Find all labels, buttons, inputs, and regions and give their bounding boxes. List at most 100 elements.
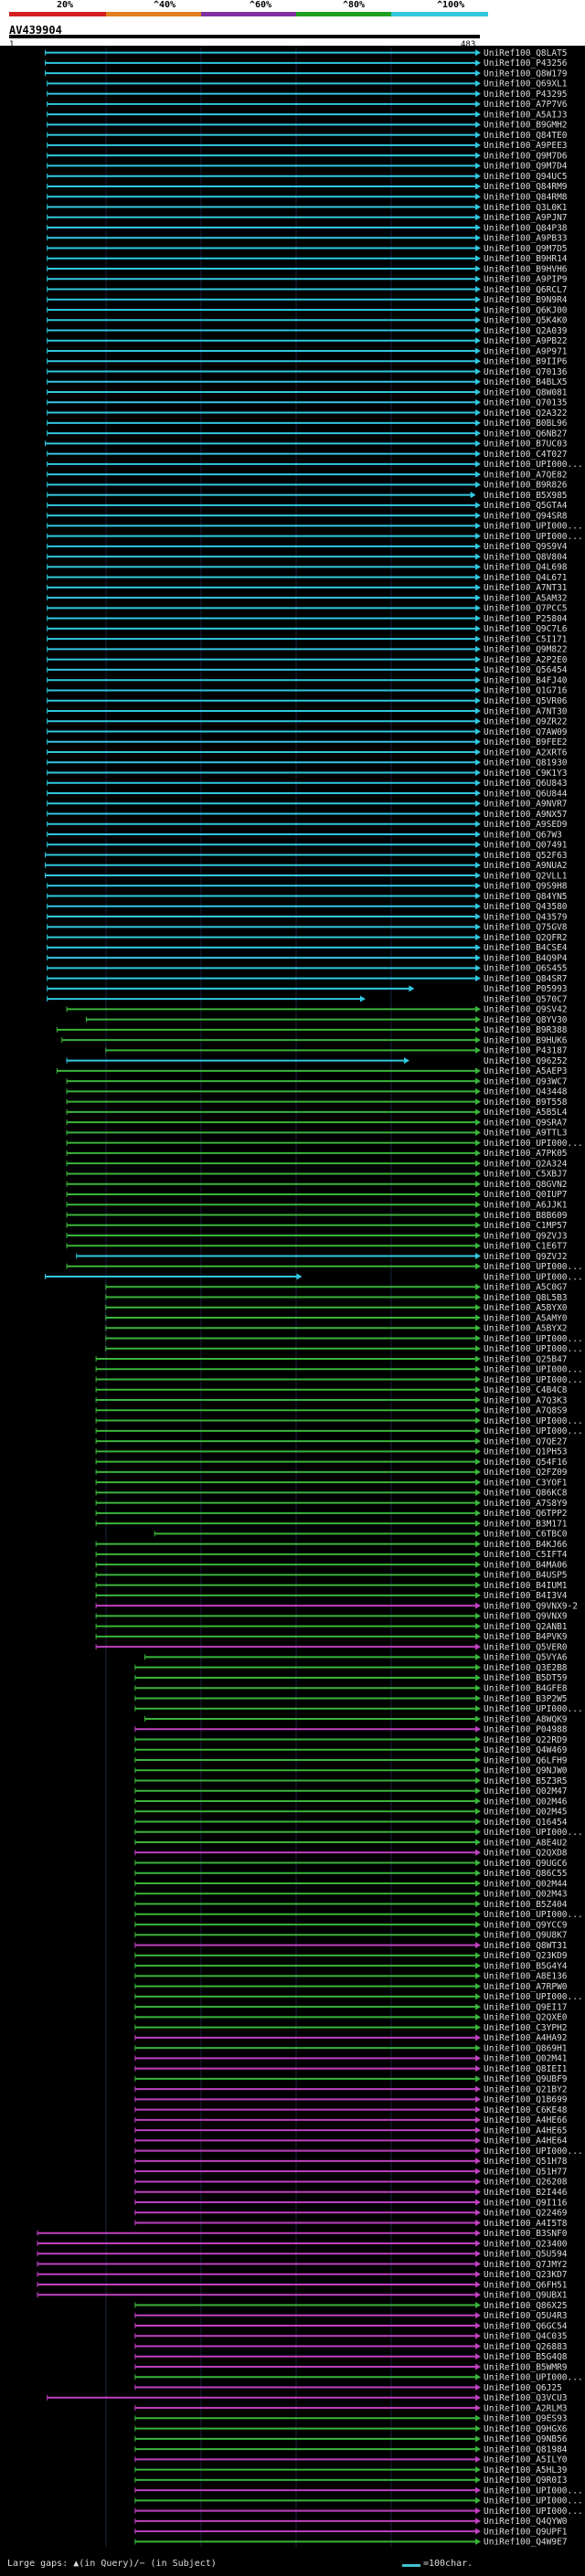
- hit-label[interactable]: UniRef100_UPI000...: [484, 1365, 583, 1375]
- hit-label[interactable]: UniRef100_B5G4Y4: [484, 1961, 568, 1971]
- hit-label[interactable]: UniRef100_Q26208: [484, 2178, 568, 2188]
- hit-label[interactable]: UniRef100_B4FJ40: [484, 675, 568, 685]
- hit-label[interactable]: UniRef100_UPI000...: [484, 2147, 583, 2157]
- hit-label[interactable]: UniRef100_UPI000...: [484, 1334, 583, 1344]
- hit-label[interactable]: UniRef100_Q2ANB1: [484, 1622, 568, 1632]
- hit-label[interactable]: UniRef100_Q8IEI1: [484, 2064, 568, 2074]
- hit-label[interactable]: UniRef100_Q23KD7: [484, 2270, 568, 2280]
- hit-label[interactable]: UniRef100_A8E4U2: [484, 1838, 568, 1848]
- hit-label[interactable]: UniRef100_Q7QE27: [484, 1436, 568, 1447]
- hit-label[interactable]: UniRef100_Q8W179: [484, 69, 568, 79]
- hit-label[interactable]: UniRef100_B4PVK9: [484, 1632, 568, 1642]
- hit-label[interactable]: UniRef100_Q9UGC6: [484, 1859, 568, 1869]
- hit-label[interactable]: UniRef100_Q81930: [484, 758, 568, 769]
- hit-label[interactable]: UniRef100_B4GFE8: [484, 1683, 568, 1693]
- hit-label[interactable]: UniRef100_UPI000...: [484, 1262, 583, 1272]
- hit-label[interactable]: UniRef100_Q6GC54: [484, 2321, 568, 2331]
- hit-label[interactable]: UniRef100_Q94SR8: [484, 511, 568, 521]
- hit-label[interactable]: UniRef100_Q23KD9: [484, 1951, 568, 1961]
- hit-label[interactable]: UniRef100_A7QE82: [484, 470, 568, 480]
- hit-label[interactable]: UniRef100_Q9SV42: [484, 1005, 568, 1015]
- hit-label[interactable]: UniRef100_UPI000...: [484, 1704, 583, 1714]
- hit-label[interactable]: UniRef100_C3YPH2: [484, 2023, 568, 2033]
- hit-label[interactable]: UniRef100_Q9SRA7: [484, 1118, 568, 1128]
- hit-label[interactable]: UniRef100_Q6KJ00: [484, 305, 568, 315]
- hit-label[interactable]: UniRef100_Q8WT31: [484, 1941, 568, 1951]
- hit-label[interactable]: UniRef100_UPI000...: [484, 2486, 583, 2496]
- hit-label[interactable]: UniRef100_Q84TE0: [484, 131, 568, 141]
- hit-label[interactable]: UniRef100_Q9UPF1: [484, 2527, 568, 2537]
- hit-label[interactable]: UniRef100_Q9S9H8: [484, 882, 568, 892]
- hit-label[interactable]: UniRef100_Q6FH51: [484, 2280, 568, 2290]
- hit-label[interactable]: UniRef100_A2XRT6: [484, 747, 568, 758]
- hit-label[interactable]: UniRef100_UPI000...: [484, 532, 583, 542]
- hit-label[interactable]: UniRef100_Q8L5B3: [484, 1293, 568, 1303]
- hit-label[interactable]: UniRef100_Q9M822: [484, 645, 568, 655]
- hit-label[interactable]: UniRef100_Q84RM8: [484, 192, 568, 202]
- hit-label[interactable]: UniRef100_Q9M7D4: [484, 162, 568, 172]
- hit-label[interactable]: UniRef100_A5AM32: [484, 593, 568, 603]
- hit-label[interactable]: UniRef100_A9TTL3: [484, 1129, 568, 1139]
- hit-label[interactable]: UniRef100_B0BL96: [484, 419, 568, 429]
- hit-label[interactable]: UniRef100_Q9YCC9: [484, 1920, 568, 1930]
- hit-label[interactable]: UniRef100_Q02M43: [484, 1890, 568, 1900]
- hit-label[interactable]: UniRef100_B5G4Q8: [484, 2352, 568, 2362]
- hit-label[interactable]: UniRef100_A4HE64: [484, 2136, 568, 2147]
- hit-label[interactable]: UniRef100_Q9VNX9-2: [484, 1601, 578, 1611]
- hit-label[interactable]: UniRef100_A5C0G7: [484, 1283, 568, 1293]
- hit-label[interactable]: UniRef100_UPI000...: [484, 1828, 583, 1838]
- hit-label[interactable]: UniRef100_Q16454: [484, 1818, 568, 1828]
- hit-label[interactable]: UniRef100_Q3VCU3: [484, 2393, 568, 2403]
- hit-label[interactable]: UniRef100_Q9M7D6: [484, 151, 568, 161]
- hit-label[interactable]: UniRef100_Q84P38: [484, 223, 568, 233]
- hit-label[interactable]: UniRef100_Q6S455: [484, 964, 568, 974]
- hit-label[interactable]: UniRef100_B9T558: [484, 1097, 568, 1108]
- hit-label[interactable]: UniRef100_Q93WC7: [484, 1076, 568, 1087]
- hit-label[interactable]: UniRef100_Q5VYA6: [484, 1653, 568, 1663]
- hit-label[interactable]: UniRef100_B9FEE2: [484, 737, 568, 747]
- hit-label[interactable]: UniRef100_Q5K4K0: [484, 316, 568, 326]
- hit-label[interactable]: UniRef100_Q9I116: [484, 2198, 568, 2208]
- hit-label[interactable]: UniRef100_Q51H77: [484, 2167, 568, 2177]
- hit-label[interactable]: UniRef100_Q69XL1: [484, 80, 568, 90]
- hit-label[interactable]: UniRef100_A5BYX0: [484, 1303, 568, 1313]
- hit-label[interactable]: UniRef100_B4Q9P4: [484, 953, 568, 963]
- hit-label[interactable]: UniRef100_Q6TPP2: [484, 1509, 568, 1519]
- hit-label[interactable]: UniRef100_B9N9R4: [484, 295, 568, 305]
- hit-label[interactable]: UniRef100_Q9ZR22: [484, 717, 568, 727]
- hit-label[interactable]: UniRef100_Q4L698: [484, 563, 568, 573]
- hit-label[interactable]: UniRef100_A5BYX2: [484, 1324, 568, 1334]
- hit-label[interactable]: UniRef100_UPI000...: [484, 1910, 583, 1920]
- hit-label[interactable]: UniRef100_B4KJ66: [484, 1540, 568, 1550]
- hit-label[interactable]: UniRef100_C6KE48: [484, 2105, 568, 2115]
- hit-label[interactable]: UniRef100_UPI000...: [484, 2373, 583, 2383]
- hit-label[interactable]: UniRef100_Q70136: [484, 367, 568, 377]
- hit-label[interactable]: UniRef100_Q9R0I3: [484, 2475, 568, 2486]
- hit-label[interactable]: UniRef100_Q9NB56: [484, 2434, 568, 2444]
- hit-label[interactable]: UniRef100_B9HR14: [484, 254, 568, 264]
- hit-label[interactable]: UniRef100_Q22469: [484, 2209, 568, 2219]
- hit-label[interactable]: UniRef100_Q4W469: [484, 1745, 568, 1755]
- hit-label[interactable]: UniRef100_B4USP5: [484, 1571, 568, 1581]
- hit-label[interactable]: UniRef100_B5WMR9: [484, 2362, 568, 2372]
- hit-label[interactable]: UniRef100_Q570C7: [484, 994, 568, 1004]
- hit-label[interactable]: UniRef100_Q2FZ09: [484, 1468, 568, 1478]
- hit-label[interactable]: UniRef100_B9GMH2: [484, 121, 568, 131]
- hit-label[interactable]: UniRef100_Q2A324: [484, 1159, 568, 1169]
- hit-label[interactable]: UniRef100_P43256: [484, 58, 568, 69]
- hit-label[interactable]: UniRef100_C5I171: [484, 634, 568, 644]
- hit-label[interactable]: UniRef100_B3P2W5: [484, 1694, 568, 1704]
- hit-label[interactable]: UniRef100_Q8V804: [484, 552, 568, 562]
- hit-label[interactable]: UniRef100_UPI000...: [484, 1139, 583, 1149]
- hit-label[interactable]: UniRef100_Q86X25: [484, 2301, 568, 2311]
- hit-label[interactable]: UniRef100_A5AEP3: [484, 1066, 568, 1076]
- hit-label[interactable]: UniRef100_Q9UBX1: [484, 2291, 568, 2301]
- hit-label[interactable]: UniRef100_C5XBJ7: [484, 1170, 568, 1180]
- hit-label[interactable]: UniRef100_B4MA06: [484, 1560, 568, 1570]
- hit-label[interactable]: UniRef100_B9R826: [484, 481, 568, 491]
- hit-label[interactable]: UniRef100_B5X985: [484, 491, 568, 501]
- hit-label[interactable]: UniRef100_Q43448: [484, 1087, 568, 1097]
- hit-label[interactable]: UniRef100_UPI000...: [484, 1416, 583, 1426]
- hit-label[interactable]: UniRef100_Q86C55: [484, 1869, 568, 1879]
- hit-label[interactable]: UniRef100_B9HUK6: [484, 1035, 568, 1045]
